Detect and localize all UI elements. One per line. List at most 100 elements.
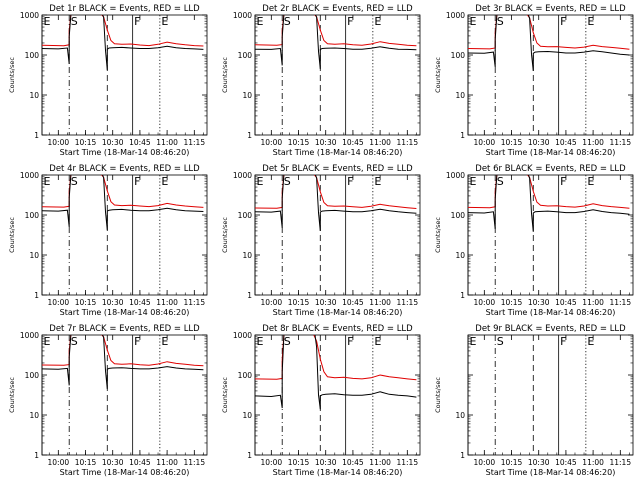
event-marker-label: E	[587, 335, 594, 348]
y-tick-label: 100	[238, 371, 253, 380]
x-tick-label: 10:30	[315, 298, 337, 307]
panel-title: Det 7r BLACK = Events, RED = LLD	[49, 324, 200, 334]
x-tick-label: 10:45	[129, 458, 151, 467]
event-marker-label: E	[161, 175, 168, 188]
panel-det-4r: Det 4r BLACK = Events, RED = LLD 1 10 100 10…	[8, 164, 208, 317]
plot-frame	[41, 174, 208, 296]
plot-frame	[467, 14, 634, 136]
event-marker-label: S	[71, 335, 78, 348]
x-tick-label: 10:30	[102, 298, 124, 307]
event-marker-label: S	[497, 175, 504, 188]
x-tick-label: 11:15	[396, 458, 418, 467]
event-marker-label: E	[587, 15, 594, 28]
event-marker-label: S	[71, 175, 78, 188]
y-tick-label: 1	[460, 451, 465, 460]
y-tick-label: 1000	[233, 11, 252, 20]
event-marker-label: S	[284, 15, 291, 28]
y-tick-label: 10	[29, 91, 39, 100]
y-tick-label: 1	[34, 131, 39, 140]
series-line-lld	[42, 175, 204, 208]
x-tick-label: 11:00	[156, 138, 178, 147]
x-axis-label: Start Time (18-Mar-14 08:46:20)	[486, 468, 616, 477]
x-tick-label: 10:15	[288, 298, 310, 307]
x-tick-label: 10:30	[528, 138, 550, 147]
event-marker-label: E	[587, 175, 594, 188]
panel-det-3r: Det 3r BLACK = Events, RED = LLD 1 10 100 10…	[434, 4, 634, 157]
x-axis-label: Start Time (18-Mar-14 08:46:20)	[486, 308, 616, 317]
event-marker-label: F	[347, 335, 353, 348]
x-axis-label: Start Time (18-Mar-14 08:46:20)	[273, 468, 403, 477]
y-tick-label: 1000	[233, 171, 252, 180]
plot-frame	[254, 174, 421, 296]
y-axis-label: Counts/sec	[8, 377, 16, 413]
series-line-lld	[468, 15, 630, 50]
x-tick-label: 11:15	[183, 298, 205, 307]
x-tick-label: 10:15	[501, 138, 523, 147]
y-tick-label: 1	[460, 291, 465, 300]
series-line-lld	[255, 175, 417, 209]
event-marker-label: F	[560, 175, 566, 188]
x-tick-label: 10:00	[261, 458, 283, 467]
x-tick-label: 10:30	[528, 298, 550, 307]
x-tick-label: 10:00	[261, 138, 283, 147]
event-marker-label: S	[71, 15, 78, 28]
event-marker-label: S	[497, 15, 504, 28]
series-line-events	[255, 335, 417, 410]
x-axis-label: Start Time (18-Mar-14 08:46:20)	[273, 148, 403, 157]
event-marker-label: E	[257, 15, 264, 28]
event-marker-label: E	[374, 175, 381, 188]
series-line-events	[42, 335, 204, 389]
y-tick-label: 1000	[20, 11, 39, 20]
y-tick-label: 1000	[233, 331, 252, 340]
y-tick-label: 1	[34, 291, 39, 300]
x-tick-label: 10:00	[474, 138, 496, 147]
x-axis-label: Start Time (18-Mar-14 08:46:20)	[60, 148, 190, 157]
y-tick-label: 1	[247, 451, 252, 460]
panel-det-2r: Det 2r BLACK = Events, RED = LLD 1 10 100 10…	[221, 4, 421, 157]
event-marker-label: F	[134, 15, 140, 28]
y-axis-label: Counts/sec	[434, 217, 442, 253]
y-axis-label: Counts/sec	[221, 57, 229, 93]
y-tick-label: 100	[451, 51, 466, 60]
x-tick-label: 11:00	[156, 458, 178, 467]
x-tick-label: 10:00	[261, 298, 283, 307]
x-tick-label: 10:15	[501, 458, 523, 467]
plot-frame	[467, 174, 634, 296]
y-tick-label: 10	[29, 411, 39, 420]
x-tick-label: 11:15	[609, 138, 631, 147]
event-marker-label: F	[347, 175, 353, 188]
x-tick-label: 11:00	[582, 458, 604, 467]
x-tick-label: 10:45	[342, 138, 364, 147]
event-marker-label: E	[470, 175, 477, 188]
panel-title: Det 3r BLACK = Events, RED = LLD	[475, 4, 626, 14]
series-line-lld	[255, 15, 417, 47]
series-line-lld	[255, 335, 417, 381]
series-line-events	[42, 175, 204, 231]
panel-det-6r: Det 6r BLACK = Events, RED = LLD 1 10 100 10…	[434, 164, 634, 317]
x-tick-label: 11:15	[396, 298, 418, 307]
x-tick-label: 10:45	[555, 138, 577, 147]
x-tick-label: 10:45	[342, 298, 364, 307]
panel-title: Det 4r BLACK = Events, RED = LLD	[49, 164, 200, 174]
y-tick-label: 10	[242, 251, 252, 260]
y-axis-label: Counts/sec	[8, 217, 16, 253]
x-tick-label: 10:30	[102, 458, 124, 467]
panel-title: Det 2r BLACK = Events, RED = LLD	[262, 4, 413, 14]
x-tick-label: 10:00	[48, 298, 70, 307]
series-line-events	[42, 15, 204, 71]
x-tick-label: 11:15	[609, 458, 631, 467]
event-marker-label: E	[257, 175, 264, 188]
y-tick-label: 1	[247, 131, 252, 140]
x-tick-label: 11:00	[156, 298, 178, 307]
y-tick-label: 10	[455, 91, 465, 100]
event-marker-label: E	[374, 15, 381, 28]
x-tick-label: 10:30	[315, 138, 337, 147]
y-axis-label: Counts/sec	[434, 57, 442, 93]
y-tick-label: 100	[238, 211, 253, 220]
y-axis-label: Counts/sec	[8, 57, 16, 93]
series-line-lld	[468, 175, 630, 209]
event-marker-label: F	[134, 175, 140, 188]
plot-frame	[254, 14, 421, 136]
panel-det-7r: Det 7r BLACK = Events, RED = LLD 1 10 100 10…	[8, 324, 208, 477]
